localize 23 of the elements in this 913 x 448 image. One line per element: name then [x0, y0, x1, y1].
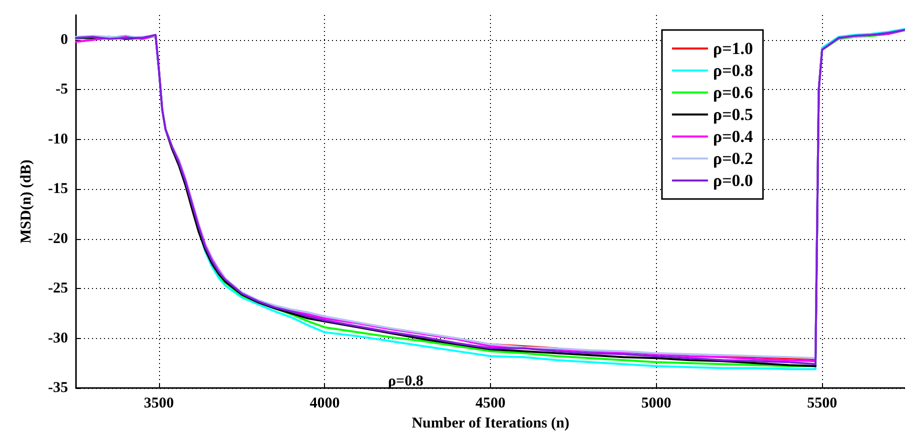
y-tick-label: -25	[48, 280, 68, 297]
x-tick-label: 3500	[144, 396, 174, 412]
y-tick-label: -35	[48, 380, 68, 396]
legend-label: ρ=0.0	[712, 171, 754, 190]
x-tick-label: 4000	[310, 396, 340, 412]
legend-label: ρ=0.2	[712, 149, 754, 168]
y-tick-label: -30	[48, 330, 68, 346]
x-tick-label: 4500	[476, 396, 506, 412]
legend-label: ρ=1.0	[712, 39, 754, 58]
legend-label: ρ=0.8	[712, 61, 754, 80]
y-tick-label: -5	[56, 82, 68, 98]
y-tick-label: -10	[48, 131, 68, 148]
legend-label: ρ=0.5	[712, 105, 754, 124]
legend-label: ρ=0.4	[712, 127, 754, 146]
x-tick-label: 5500	[807, 396, 838, 412]
x-tick-label: 5000	[641, 396, 672, 412]
x-axis-title: Number of Iterations (n)	[412, 416, 570, 432]
annotation: ρ=0.8	[388, 374, 424, 390]
y-axis-title: MSD(n) (dB)	[18, 160, 34, 244]
y-tick-label: -20	[48, 230, 68, 247]
y-tick-label: 0	[60, 32, 68, 48]
y-tick-label: -15	[48, 181, 68, 198]
legend-label: ρ=0.6	[712, 83, 754, 102]
